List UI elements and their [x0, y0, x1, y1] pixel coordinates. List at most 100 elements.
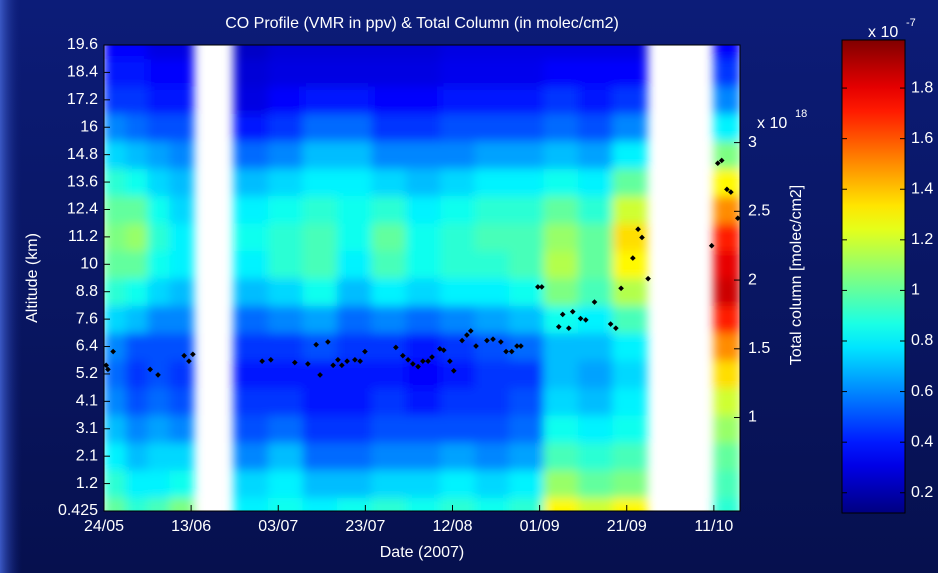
heatmap-cell	[169, 58, 194, 87]
heatmap-cell	[474, 360, 510, 389]
heatmap-cell	[577, 387, 613, 416]
heatmap-cell	[147, 415, 170, 443]
heatmap-cell	[405, 442, 441, 471]
heatmap-cell	[440, 415, 476, 443]
scatter-point	[630, 255, 636, 261]
heatmap-cell	[169, 113, 194, 142]
scatter-point	[559, 311, 566, 318]
scatter-point	[714, 160, 721, 167]
heatmap-cell	[169, 497, 194, 511]
scatter-point	[429, 354, 435, 360]
heatmap-cell	[612, 469, 648, 498]
heatmap-cell	[104, 223, 127, 252]
heatmap-cell	[268, 305, 304, 334]
heatmap-cell	[713, 113, 740, 142]
y-axis-label: Altitude (km)	[24, 233, 41, 323]
heatmap-cell	[474, 195, 510, 224]
heatmap-cell	[169, 305, 194, 334]
heatmap-cell	[233, 140, 269, 169]
heatmap-cell	[268, 58, 304, 87]
heatmap-cell	[169, 442, 194, 471]
heatmap-cell	[577, 86, 613, 115]
heatmap-cell	[104, 497, 127, 511]
scatter-point	[155, 372, 161, 378]
heatmap-cell	[371, 415, 407, 443]
heatmap-cell	[543, 415, 579, 443]
heatmap-cell	[474, 332, 510, 361]
scatter-point	[490, 336, 496, 342]
heatmap-cell	[104, 250, 127, 279]
scatter-point	[613, 325, 619, 332]
heatmap-cell	[405, 332, 441, 361]
scatter-point	[473, 343, 479, 349]
heatmap-cell	[302, 195, 338, 224]
heatmap-cell	[337, 250, 372, 279]
y-tick-label: 5.2	[76, 365, 98, 382]
heatmap-cell	[713, 250, 740, 279]
heatmap-cell	[474, 86, 510, 115]
heatmap-cell	[371, 497, 407, 511]
heatmap-cell	[713, 387, 740, 416]
scatter-point	[330, 362, 336, 369]
heatmap-cell	[169, 415, 194, 443]
heatmap-cell	[233, 332, 269, 361]
heatmap-cell	[337, 442, 372, 471]
heatmap-cell	[509, 360, 545, 389]
y2-tick-label: 1.5	[748, 340, 770, 357]
scatter-point	[425, 358, 431, 364]
scatter-point	[518, 343, 524, 349]
heatmap-cell	[169, 278, 194, 306]
heatmap-cell	[371, 58, 407, 87]
heatmap-cell	[405, 250, 441, 279]
scatter-point	[357, 358, 363, 364]
heatmap-cell	[474, 305, 510, 334]
heatmap-cell	[302, 250, 338, 279]
heatmap-cell	[577, 469, 613, 498]
heatmap-cell	[169, 360, 194, 389]
colorbar-tick-label: 1.4	[911, 180, 933, 197]
heatmap-cell	[125, 415, 149, 443]
heatmap-cell	[337, 387, 372, 416]
heatmap-cell	[509, 497, 545, 511]
scatter-point	[447, 358, 453, 364]
scatter-point	[344, 358, 350, 364]
heatmap-cell	[147, 86, 170, 115]
heatmap-cell	[125, 140, 149, 169]
heatmap-cell	[104, 195, 127, 224]
scatter-point	[484, 337, 490, 344]
heatmap-cell	[612, 168, 648, 197]
heatmap-cell	[577, 195, 613, 224]
heatmap-cell	[337, 168, 372, 197]
heatmap-cell	[509, 278, 545, 306]
heatmap-cell	[371, 45, 407, 60]
x-tick-label: 23/07	[345, 518, 385, 535]
scatter-point	[569, 308, 576, 315]
heatmap-cell	[577, 140, 613, 169]
heatmap-cell	[233, 250, 269, 279]
scatter-point	[181, 352, 187, 359]
background-band	[0, 0, 22, 573]
scatter-point	[645, 275, 651, 282]
heatmap-cell	[543, 45, 579, 60]
heatmap-cell	[233, 168, 269, 197]
heatmap-cell	[612, 140, 648, 169]
heatmap-cell	[302, 168, 338, 197]
heatmap-cell	[371, 113, 407, 142]
heatmap-cell	[169, 223, 194, 252]
scatter-point	[186, 358, 192, 364]
heatmap-cell	[233, 442, 269, 471]
heatmap-cell	[612, 58, 648, 87]
heatmap-cell	[543, 387, 579, 416]
heatmap-cell	[474, 469, 510, 498]
heatmap-cell	[509, 250, 545, 279]
heatmap-cell	[713, 223, 740, 252]
colorbar	[841, 39, 906, 514]
heatmap-cell	[371, 387, 407, 416]
scatter-point	[498, 339, 504, 345]
heatmap-cell	[474, 113, 510, 142]
heatmap-cell	[268, 415, 304, 443]
heatmap-cell	[612, 387, 648, 416]
heatmap-cell	[147, 168, 170, 197]
heatmap-cell	[302, 415, 338, 443]
colorbar-multiplier: x 10	[868, 24, 898, 41]
